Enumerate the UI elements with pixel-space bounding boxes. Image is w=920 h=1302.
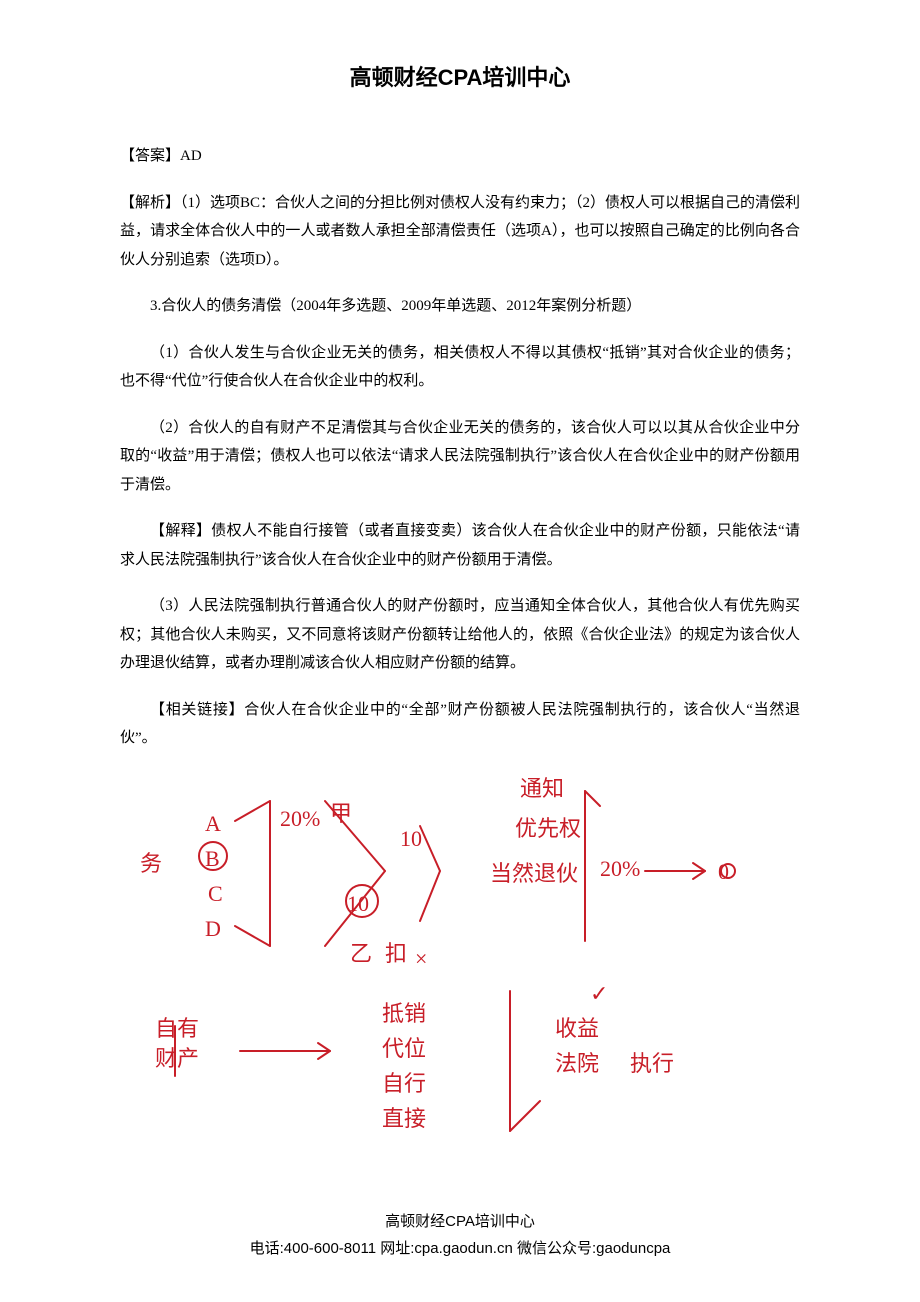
footer-line-1: 高顿财经CPA培训中心: [0, 1208, 920, 1235]
hw-label-daiwei: 代位: [382, 1031, 426, 1063]
hw-label-dixiao: 抵销: [382, 996, 426, 1028]
hw-label-zhixing: 执行: [630, 1046, 674, 1078]
para-6: 【解释】债权人不能自行接管（或者直接变卖）该合伙人在合伙企业中的财产份额，只能依…: [120, 517, 800, 574]
diagram-svg: [120, 771, 800, 1151]
hw-label-B: B: [205, 846, 220, 872]
hw-label-pct20b: 20%: [600, 856, 640, 882]
hw-label-shouyi: 收益: [555, 1011, 599, 1043]
page: 高顿财经CPA培训中心 【答案】AD 【解析】（1）选项BC：合伙人之间的分担比…: [0, 0, 920, 1302]
hw-label-ten_c: 10: [347, 891, 369, 917]
hw-label-ten: 10: [400, 826, 422, 852]
hw-label-x: ×: [415, 946, 427, 972]
hw-label-jia: 甲: [330, 796, 352, 828]
analysis-para: 【解析】（1）选项BC：合伙人之间的分担比例对债权人没有约束力；（2）债权人可以…: [120, 189, 800, 275]
para-4: （1）合伙人发生与合伙企业无关的债务，相关债权人不得以其债权“抵销”其对合伙企业…: [120, 339, 800, 396]
hw-label-caichan: 财产: [155, 1041, 199, 1073]
hw-label-ziyou: 自有: [155, 1011, 199, 1043]
para-7: （3）人民法院强制执行普通合伙人的财产份额时，应当通知全体合伙人，其他合伙人有优…: [120, 592, 800, 678]
page-title: 高顿财经CPA培训中心: [120, 60, 800, 92]
handwritten-diagram: 务 ABCD 20% 甲 10 10 乙扣 × 通知优先权当然退伙 20% 0 自有财产 抵销代位自行直…: [120, 771, 800, 1151]
page-footer: 高顿财经CPA培训中心 电话:400-600-8011 网址:cpa.gaodu…: [0, 1208, 920, 1262]
answer-line: 【答案】AD: [120, 142, 800, 171]
para-8: 【相关链接】合伙人在合伙企业中的“全部”财产份额被人民法院强制执行的，该合伙人“…: [120, 696, 800, 753]
hw-label-arrow0: 0: [718, 859, 729, 885]
footer-line-2: 电话:400-600-8011 网址:cpa.gaodun.cn 微信公众号:g…: [0, 1235, 920, 1262]
para-3: 3.合伙人的债务清偿（2004年多选题、2009年单选题、2012年案例分析题）: [120, 292, 800, 321]
hw-label-check: ✓: [590, 981, 608, 1007]
hw-label-A: A: [205, 811, 221, 837]
hw-label-kou: 扣: [385, 936, 407, 968]
hw-label-pct20a: 20%: [280, 806, 320, 832]
hw-label-D: D: [205, 916, 221, 942]
hw-label-zixing: 自行: [382, 1066, 426, 1098]
hw-label-C: C: [208, 881, 223, 907]
hw-label-wu: 务: [140, 846, 162, 878]
para-5: （2）合伙人的自有财产不足清偿其与合伙企业无关的债务的，该合伙人可以以其从合伙企…: [120, 414, 800, 500]
hw-label-dangran: 当然退伙: [490, 856, 578, 888]
hw-label-tongzhi: 通知: [520, 771, 564, 803]
hw-label-youxian: 优先权: [515, 811, 581, 843]
hw-label-zhijie: 直接: [382, 1101, 426, 1133]
hw-label-fayuan: 法院: [555, 1046, 599, 1078]
hw-label-yi: 乙: [350, 936, 372, 968]
